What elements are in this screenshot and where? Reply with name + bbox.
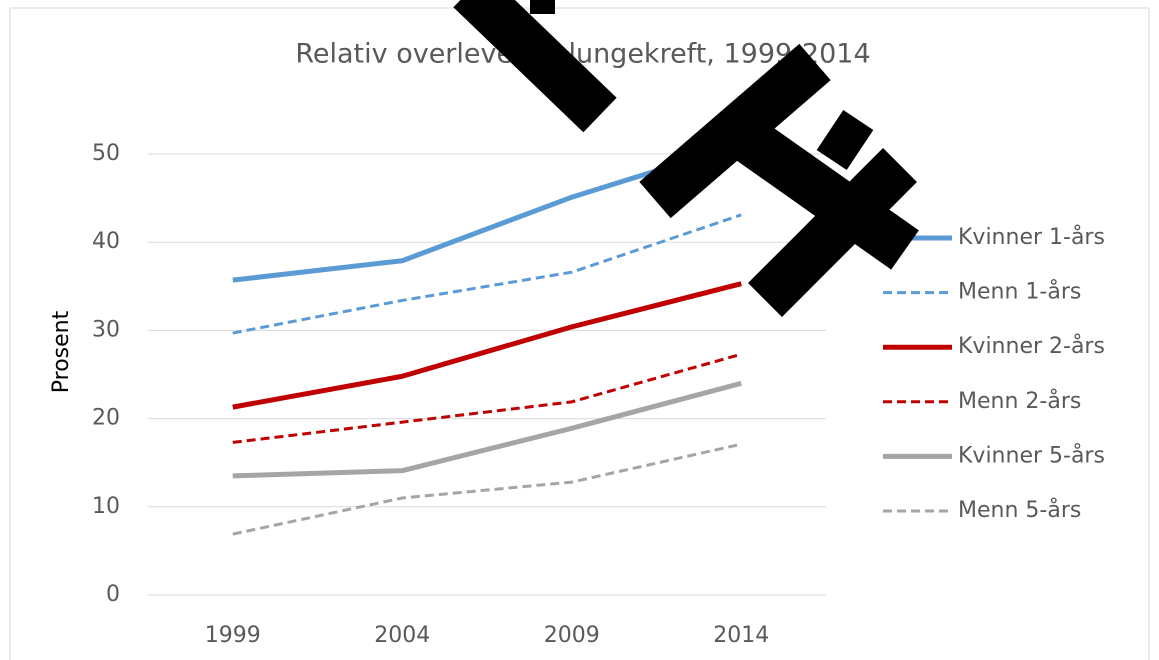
redaction-stroke [453,0,617,133]
y-tick-label: 40 [92,229,120,254]
legend-label: Menn 5-års [958,497,1081,523]
y-tick-label: 30 [92,317,120,342]
x-tick-label: 2004 [374,623,430,648]
y-tick-label: 50 [92,141,120,166]
legend-label: Menn 1-års [958,279,1081,305]
plot-area: 0 10 20 30 40 50 1999 2004 2009 2014 Kvinner 1-års… [92,141,1105,648]
y-tick-label: 0 [106,582,120,607]
legend-label: Menn 2-års [958,388,1081,414]
y-axis-label: Prosent [49,310,74,393]
series-line [232,442,742,536]
redaction-stroke [816,110,874,170]
series-line [232,380,742,479]
x-tick-label: 1999 [205,623,261,648]
x-tick-label: 2014 [713,623,769,648]
series-line [232,213,742,335]
redaction-stroke [748,148,917,317]
legend-label: Kvinner 2-års [958,333,1105,359]
x-tick-label: 2009 [544,623,600,648]
legend-label: Kvinner 1-års [958,224,1105,250]
y-tick-label: 20 [92,406,120,431]
redaction-stroke [721,110,919,270]
series-line [232,281,742,410]
chart-title: Relativ overlevelse, lungekreft, 1999-20… [295,39,870,70]
series-line [232,352,742,444]
redaction-marks [453,0,919,317]
y-tick-label: 10 [92,494,120,519]
legend-label: Kvinner 5-års [958,442,1105,468]
